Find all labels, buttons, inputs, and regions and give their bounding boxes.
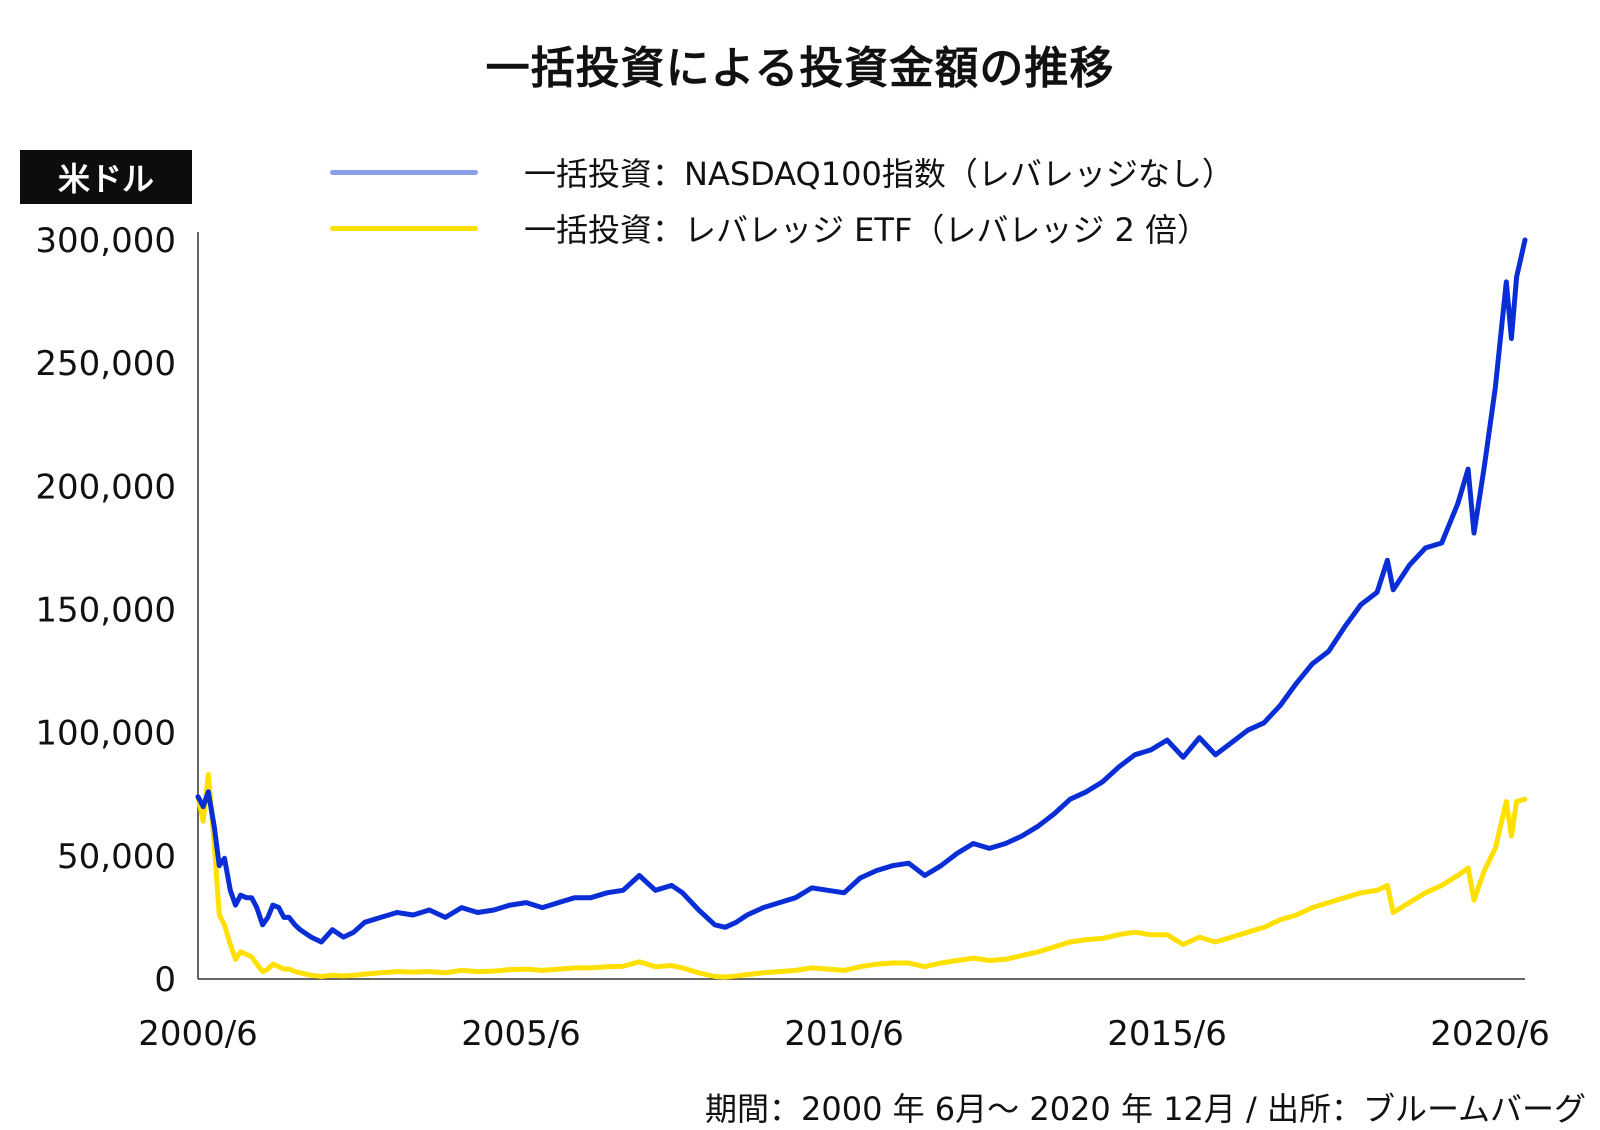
series-line-leveraged bbox=[195, 772, 1528, 980]
chart-title: 一括投資による投資金額の推移 bbox=[485, 43, 1115, 94]
source-footer: 期間：2000 年 6月〜 2020 年 12月 / 出所：ブルームバーグ bbox=[705, 1090, 1586, 1128]
legend-label-leveraged: 一括投資：レバレッジ ETF（レバレッジ 2 倍） bbox=[524, 211, 1210, 249]
legend-swatch-nasdaq bbox=[330, 169, 478, 175]
x-tick-label: 2010/6 bbox=[784, 1014, 904, 1054]
x-tick-label: 2020/6 bbox=[1430, 1014, 1550, 1054]
y-tick-label: 0 bbox=[154, 960, 176, 1000]
legend-item-nasdaq: 一括投資：NASDAQ100指数（レバレッジなし） bbox=[330, 147, 1234, 197]
y-tick-label: 100,000 bbox=[35, 714, 176, 754]
unit-label-badge: 米ドル bbox=[20, 150, 192, 204]
y-tick-label: 300,000 bbox=[35, 221, 176, 261]
y-tick-label: 200,000 bbox=[35, 467, 176, 507]
x-tick-label: 2015/6 bbox=[1107, 1014, 1227, 1054]
series-line-nasdaq bbox=[195, 237, 1528, 945]
legend-swatch-leveraged bbox=[330, 225, 478, 231]
legend-label-nasdaq: 一括投資：NASDAQ100指数（レバレッジなし） bbox=[524, 155, 1234, 193]
y-tick-label: 250,000 bbox=[35, 344, 176, 384]
legend-item-leveraged: 一括投資：レバレッジ ETF（レバレッジ 2 倍） bbox=[330, 203, 1209, 253]
y-tick-label: 150,000 bbox=[35, 591, 176, 631]
x-tick-label: 2000/6 bbox=[138, 1014, 258, 1054]
x-tick-label: 2005/6 bbox=[461, 1014, 581, 1054]
y-tick-label: 50,000 bbox=[57, 837, 176, 877]
